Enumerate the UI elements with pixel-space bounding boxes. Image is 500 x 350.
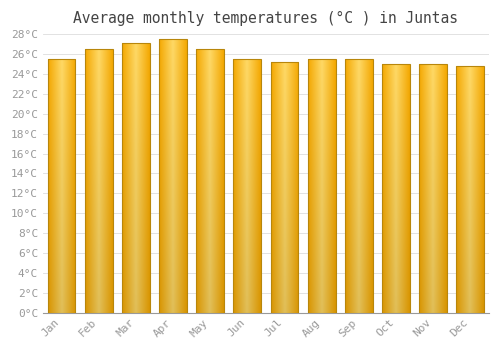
Bar [270,62,298,313]
Bar [196,49,224,313]
Bar [85,49,112,313]
Bar [159,39,187,313]
Bar [419,64,447,313]
Bar [345,59,373,313]
Bar [308,59,336,313]
Bar [234,59,262,313]
Bar [48,59,76,313]
Bar [122,43,150,313]
Bar [382,64,410,313]
Bar [456,66,484,313]
Title: Average monthly temperatures (°C ) in Juntas: Average monthly temperatures (°C ) in Ju… [74,11,458,26]
